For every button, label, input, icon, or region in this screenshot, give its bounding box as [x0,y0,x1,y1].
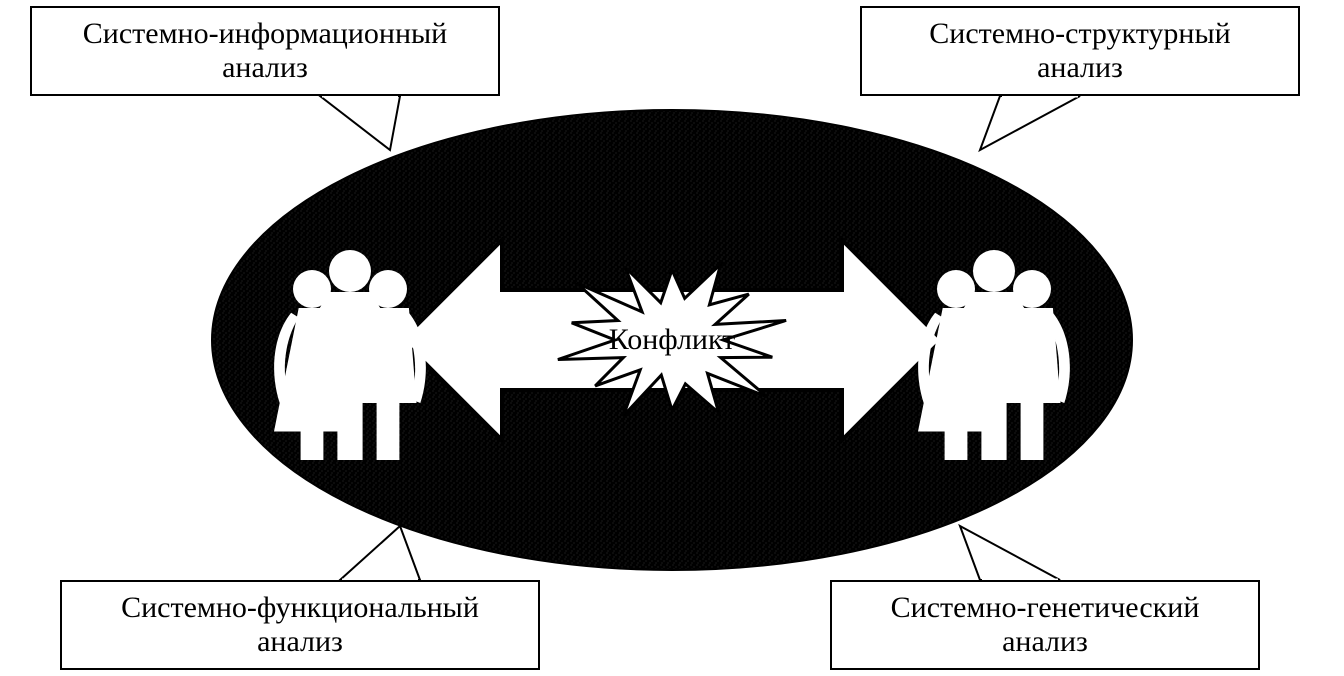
callout-bottom-left: Системно-функциональный анализ [60,580,540,670]
callout-line: анализ [257,625,343,660]
conflict-label: Конфликт [572,323,772,357]
callout-line: Системно-генетический [891,591,1200,626]
callout-line: Системно-структурный [929,17,1230,52]
callout-line: Системно-функциональный [121,591,479,626]
callout-top-left: Системно-информационный анализ [30,6,500,96]
diagram-stage: Конфликт Системно-информационный анализ … [0,0,1344,676]
callout-line: анализ [222,51,308,86]
callout-top-right: Системно-структурный анализ [860,6,1300,96]
callout-line: анализ [1037,51,1123,86]
callout-bottom-right: Системно-генетический анализ [830,580,1260,670]
callout-line: Системно-информационный [83,17,447,52]
callout-line: анализ [1002,625,1088,660]
